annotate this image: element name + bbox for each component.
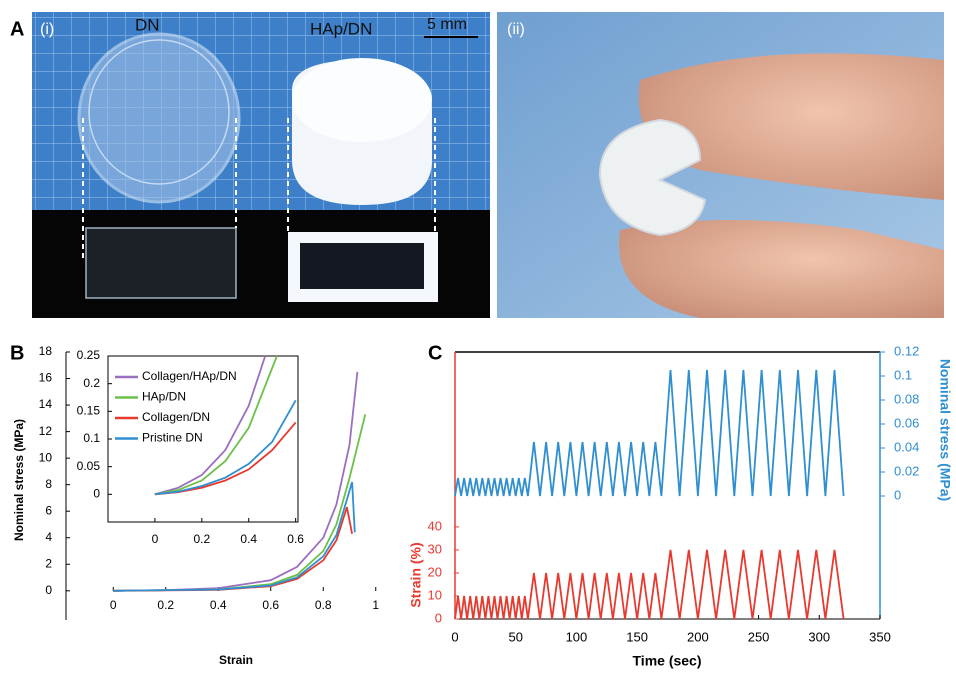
y-axis-label: Strain (%) — [408, 542, 424, 607]
y2-tick-label: 0.04 — [894, 439, 919, 454]
x-tick-label: 200 — [687, 629, 709, 644]
y-tick-label: 18 — [39, 344, 53, 358]
scale-bar-label: 5 mm — [427, 16, 467, 33]
x-tick-label: 150 — [626, 629, 648, 644]
y-tick-label: 10 — [39, 450, 53, 464]
y-tick-label: 2 — [45, 556, 52, 570]
x-tick-label: 0 — [451, 629, 458, 644]
x-tick-label: 350 — [869, 629, 891, 644]
legend-label: HAp/DN — [142, 390, 186, 404]
subpanel-label: (i) — [40, 21, 54, 38]
y-tick-label: 0 — [435, 610, 442, 625]
x-axis-label: Time (sec) — [633, 653, 702, 669]
y-tick-label: 8 — [45, 477, 52, 491]
legend-label: Collagen/HAp/DN — [142, 369, 237, 383]
y-tick-label: 10 — [428, 587, 442, 602]
x-tick-label: 0.4 — [240, 532, 257, 546]
y-tick-label: 30 — [428, 541, 442, 556]
figure: A (i) DN HAp/DN 5 mm (ii) B C Strain Nomi… — [0, 0, 956, 673]
y-tick-label: 6 — [45, 503, 52, 517]
y-tick-label: 0.05 — [77, 459, 101, 473]
y-tick-label: 0.25 — [77, 348, 101, 362]
x-tick-label: 300 — [808, 629, 830, 644]
y2-tick-label: 0.12 — [894, 343, 919, 358]
x-tick-label: 0 — [110, 598, 117, 612]
x-tick-label: 250 — [748, 629, 770, 644]
x-tick-label: 1 — [372, 598, 379, 612]
sample-label: HAp/DN — [310, 19, 372, 38]
y-tick-label: 20 — [428, 564, 442, 579]
y-tick-label: 14 — [39, 397, 53, 411]
x-tick-label: 0.6 — [287, 532, 304, 546]
y2-tick-label: 0.02 — [894, 463, 919, 478]
y2-tick-label: 0 — [894, 487, 901, 502]
y2-tick-label: 0.06 — [894, 415, 919, 430]
y-tick-label: 0 — [45, 583, 52, 597]
x-tick-label: 0 — [152, 532, 159, 546]
x-tick-label: 0.6 — [262, 598, 279, 612]
y2-axis-label: Nominal stress (MPa) — [937, 359, 953, 501]
y-tick-label: 0.2 — [83, 376, 100, 390]
data-line — [455, 550, 844, 619]
photo-i — [32, 12, 490, 318]
y2-tick-label: 0.1 — [894, 367, 912, 382]
panel-label: A — [10, 18, 24, 40]
y-tick-label: 4 — [45, 530, 52, 544]
y-tick-label: 12 — [39, 424, 53, 438]
x-tick-label: 50 — [508, 629, 522, 644]
x-tick-label: 0.2 — [157, 598, 174, 612]
x-tick-label: 0.2 — [193, 532, 210, 546]
x-tick-label: 0.4 — [210, 598, 227, 612]
y-axis-label: Nominal stress (MPa) — [12, 419, 26, 541]
x-axis-label: Strain — [219, 653, 253, 667]
x-tick-label: 100 — [566, 629, 588, 644]
y-tick-label: 0.15 — [77, 404, 101, 418]
photo-ii — [497, 12, 944, 318]
legend-label: Pristine DN — [142, 431, 203, 445]
y-tick-label: 0.1 — [83, 431, 100, 445]
y-tick-label: 0 — [93, 487, 100, 501]
y-tick-label: 16 — [39, 371, 53, 385]
subpanel-label: (ii) — [507, 21, 525, 38]
x-tick-label: 0.8 — [315, 598, 332, 612]
panel-label: C — [428, 342, 442, 364]
data-line — [455, 370, 844, 496]
legend-label: Collagen/DN — [142, 410, 210, 424]
y2-tick-label: 0.08 — [894, 391, 919, 406]
panel-label: B — [10, 342, 24, 364]
sample-label: DN — [135, 15, 160, 34]
y-tick-label: 40 — [428, 518, 442, 533]
